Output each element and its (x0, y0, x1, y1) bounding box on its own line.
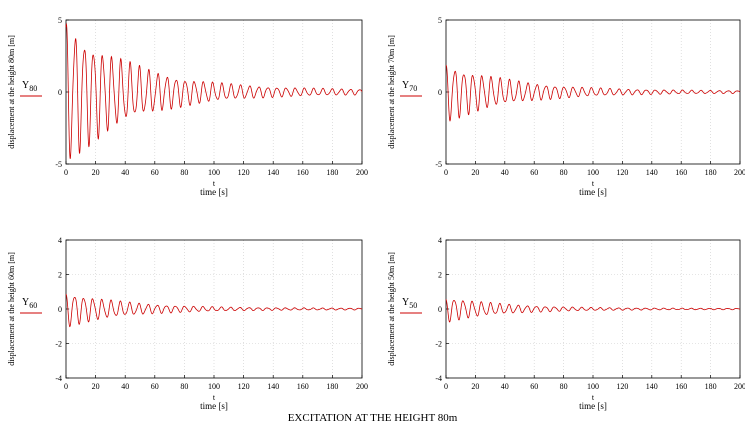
x-tick-label: 120 (238, 168, 250, 177)
y-tick-label: -4 (435, 374, 442, 383)
x-tick-label: 200 (734, 382, 745, 391)
chart-80: 0 20 40 60 80 100 120 140 160 180 200-505displacem… (7, 16, 368, 197)
x-axis-label: time [s] (200, 187, 228, 197)
x-tick-label: 200 (356, 382, 368, 391)
x-tick-label: 80 (180, 382, 188, 391)
x-tick-label: 100 (208, 168, 220, 177)
x-tick-label: 0 (64, 168, 68, 177)
x-tick-label: 80 (560, 382, 568, 391)
x-tick-label: 140 (267, 382, 279, 391)
x-tick-label: 40 (501, 168, 509, 177)
x-axis-variable: t (592, 179, 595, 188)
legend-label: Y80 (22, 80, 37, 93)
y-tick-label: -2 (435, 340, 442, 349)
y-tick-label: 0 (438, 88, 442, 97)
x-tick-label: 180 (705, 382, 717, 391)
y-tick-label: -2 (55, 340, 62, 349)
x-tick-label: 180 (326, 168, 338, 177)
legend-subscript: 60 (29, 301, 37, 310)
legend-base: Y (402, 297, 409, 308)
y-tick-label: 5 (58, 16, 62, 25)
series-line (65, 293, 363, 328)
legend-label: Y70 (402, 80, 417, 93)
legend-base: Y (402, 80, 409, 91)
y-tick-label: 0 (58, 88, 62, 97)
legend-label: Y60 (22, 297, 37, 310)
x-tick-label: 0 (444, 382, 448, 391)
x-tick-label: 20 (471, 382, 479, 391)
x-axis-variable: t (592, 393, 595, 402)
x-axis-variable: t (213, 393, 216, 402)
x-tick-label: 80 (180, 168, 188, 177)
x-tick-label: 40 (501, 382, 509, 391)
x-tick-label: 160 (675, 168, 687, 177)
x-tick-label: 80 (560, 168, 568, 177)
y-tick-label: 5 (438, 16, 442, 25)
x-tick-label: 20 (471, 168, 479, 177)
chart-50: 0 20 40 60 80 100 120 140 160 180 200 -4 -2 0 2 4 displa… (387, 236, 745, 411)
x-tick-label: 100 (587, 168, 599, 177)
x-tick-label: 120 (238, 382, 250, 391)
legend-base: Y (22, 80, 29, 91)
y-tick-label: -5 (55, 160, 62, 169)
y-axis-label: displacement at the height 80m [m] (7, 35, 16, 149)
y-axis-label: displacement at the height 60m [m] (7, 252, 16, 366)
legend-base: Y (22, 297, 29, 308)
series-line (445, 64, 741, 122)
x-tick-label: 100 (587, 382, 599, 391)
x-tick-label: 100 (208, 382, 220, 391)
x-tick-label: 200 (356, 168, 368, 177)
chart-70: 0 20 40 60 80 100 120 140 160 180 200-505displacem… (387, 16, 745, 197)
x-tick-label: 200 (734, 168, 745, 177)
y-tick-label: 2 (58, 271, 62, 280)
x-tick-label: 180 (326, 382, 338, 391)
series-line (65, 22, 363, 159)
x-tick-label: 20 (92, 382, 100, 391)
y-tick-label: 0 (438, 305, 442, 314)
x-tick-label: 140 (267, 168, 279, 177)
x-axis-label: time [s] (579, 401, 607, 411)
x-tick-label: 60 (530, 382, 538, 391)
x-tick-label: 40 (121, 382, 129, 391)
x-tick-label: 120 (616, 382, 628, 391)
x-axis-variable: t (213, 179, 216, 188)
series-line (445, 299, 741, 323)
x-tick-label: 160 (675, 382, 687, 391)
y-tick-label: 0 (58, 305, 62, 314)
x-tick-label: 140 (646, 382, 658, 391)
legend-label: Y50 (402, 297, 417, 310)
figure-caption: EXCITATION AT THE HEIGHT 80m (287, 412, 458, 424)
x-tick-label: 20 (92, 168, 100, 177)
legend-subscript: 80 (29, 84, 37, 93)
x-tick-label: 0 (64, 382, 68, 391)
x-tick-label: 60 (151, 168, 159, 177)
x-tick-label: 180 (705, 168, 717, 177)
legend-subscript: 70 (409, 84, 417, 93)
y-tick-label: 4 (58, 236, 62, 245)
legend-subscript: 50 (409, 301, 417, 310)
x-axis-label: time [s] (579, 187, 607, 197)
y-tick-label: -4 (55, 374, 62, 383)
x-tick-label: 160 (297, 168, 309, 177)
x-tick-label: 140 (646, 168, 658, 177)
y-tick-label: 4 (438, 236, 442, 245)
x-tick-label: 0 (444, 168, 448, 177)
x-tick-label: 60 (530, 168, 538, 177)
x-tick-label: 120 (616, 168, 628, 177)
y-axis-label: displacement at the height 50m [m] (387, 252, 396, 366)
x-tick-label: 160 (297, 382, 309, 391)
chart-60: 0 20 40 60 80 100 120 140 160 180 200 -4 -2 0 2 4 displa… (7, 236, 368, 411)
x-axis-label: time [s] (200, 401, 228, 411)
y-tick-label: 2 (438, 271, 442, 280)
y-tick-label: -5 (435, 160, 442, 169)
y-axis-label: displacement at the height 70m [m] (387, 35, 396, 149)
x-tick-label: 60 (151, 382, 159, 391)
x-tick-label: 40 (121, 168, 129, 177)
